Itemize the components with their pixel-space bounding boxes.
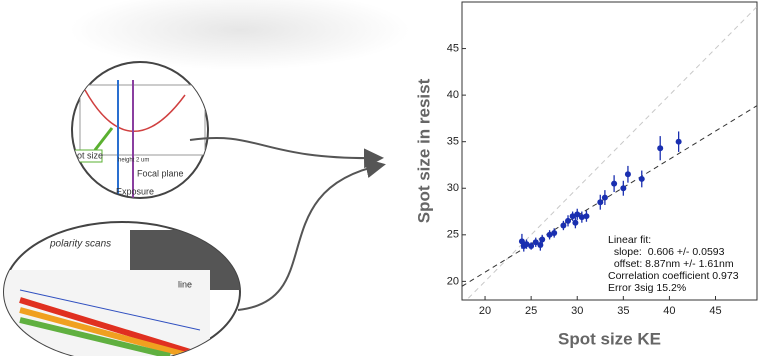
y-axis-label: Spot size in resist: [414, 78, 433, 223]
x-tick-label: 40: [663, 305, 675, 317]
point: [602, 195, 608, 201]
x-tick-label: 25: [525, 305, 537, 317]
point: [597, 199, 603, 205]
annotation: Linear fit:: [608, 234, 651, 246]
point: [583, 213, 589, 219]
y-tick-label: 35: [447, 136, 459, 148]
arrow: [190, 138, 380, 158]
x-tick-label: 35: [617, 305, 629, 317]
inset-label: polarity scans: [49, 239, 111, 250]
inset-top: Spot size Focal plane Exposure height 2 …: [62, 62, 208, 210]
point: [657, 145, 663, 151]
point: [551, 230, 557, 236]
x-tick-label: 30: [571, 305, 583, 317]
slide: Spot size Focal plane Exposure height 2 …: [0, 0, 759, 356]
inset-label: Spot size: [66, 150, 103, 160]
inset-label: height 2 um: [118, 158, 149, 164]
chart: 20 25 30 35 40 45 20 25 30 35 40 45 Linear fit: slop…: [414, 2, 757, 348]
point: [611, 181, 617, 187]
point: [565, 218, 571, 224]
arrow: [238, 165, 382, 310]
inset-label: Focal plane: [137, 168, 184, 178]
point: [676, 139, 682, 145]
y-tick-label: 40: [447, 89, 459, 101]
background-glow: [70, 0, 410, 70]
annotation: slope: 0.606 +/- 0.0593: [608, 246, 725, 258]
point: [625, 171, 631, 177]
y-tick-label: 20: [447, 275, 459, 287]
point: [639, 176, 645, 182]
annotation: offset: 8.87nm +/- 1.61nm: [608, 258, 734, 270]
inset-bottom: polarity scans line: [0, 222, 250, 356]
point: [620, 185, 626, 191]
annotation: Error 3sig 15.2%: [608, 282, 686, 294]
y-tick-label: 45: [447, 42, 459, 54]
y-tick-label: 30: [447, 182, 459, 194]
point: [560, 223, 566, 229]
annotation: Correlation coefficient 0.973: [608, 270, 739, 282]
inset-label: line: [178, 279, 192, 289]
x-tick-label: 20: [479, 305, 491, 317]
x-axis-label: Spot size KE: [558, 329, 661, 348]
y-tick-label: 25: [447, 229, 459, 241]
point: [539, 236, 545, 242]
inset-label: Exposure: [116, 186, 154, 196]
x-tick-label: 45: [709, 305, 721, 317]
point: [572, 220, 578, 226]
